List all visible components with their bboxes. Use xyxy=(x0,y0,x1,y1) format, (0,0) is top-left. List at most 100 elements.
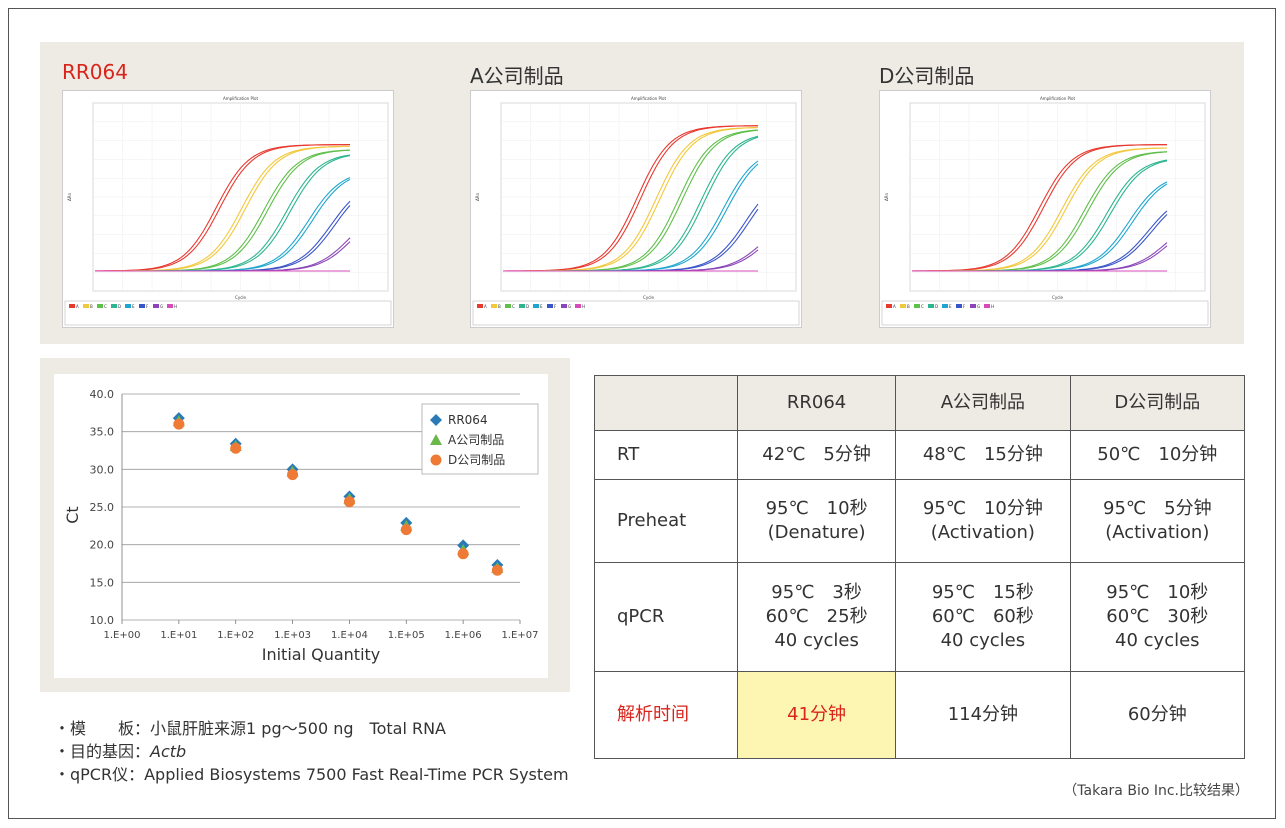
amp-legend-label: D xyxy=(935,304,938,309)
amp-legend-swatch xyxy=(153,304,159,308)
amp-svg-rr064: Amplification Plot Cycle ΔRn A B C D E F G H xyxy=(64,96,392,326)
figure-frame xyxy=(8,8,1276,819)
amp-legend-box xyxy=(472,300,800,326)
cell-line: 95℃ 15秒 xyxy=(931,582,1034,603)
cell-line: 60℃ 25秒 xyxy=(765,606,868,627)
y-tick-label: 15.0 xyxy=(90,576,115,589)
table-cell: 95℃ 10秒 (Denature) xyxy=(736,479,897,563)
x-tick-label: 1.E+00 xyxy=(104,630,141,641)
amp-legend-box xyxy=(64,300,392,326)
amp-legend-label: C xyxy=(921,304,924,309)
ct-legend-box xyxy=(421,403,539,475)
table-cell-highlight: 41分钟 xyxy=(736,671,897,759)
amp-legend-swatch xyxy=(547,304,553,308)
amp-ylabel: ΔRn xyxy=(67,193,72,202)
ct-point-circle xyxy=(287,469,299,481)
table-cell: 95℃ 10秒 60℃ 30秒 40 cycles xyxy=(1069,562,1246,672)
amp-legend-label: D xyxy=(526,304,529,309)
note-template: ・模 板：小鼠肝脏来源1 pg～500 ng Total RNA xyxy=(54,717,569,740)
amp-legend-swatch xyxy=(111,304,117,308)
amp-legend-label: H xyxy=(582,304,585,309)
amp-inner-title: Amplification Plot xyxy=(1040,96,1075,101)
ct-point-circle xyxy=(173,418,185,430)
amp-legend-swatch xyxy=(69,304,75,308)
cell-line: 48℃ 15分钟 xyxy=(922,444,1043,465)
row-label: qPCR xyxy=(594,562,738,672)
x-tick-label: 1.E+03 xyxy=(274,630,311,641)
note-value: 小鼠肝脏来源1 pg～500 ng Total RNA xyxy=(150,719,447,738)
amp-inner-title: Amplification Plot xyxy=(223,96,258,101)
amp-legend-swatch xyxy=(561,304,567,308)
note-label: ・目的基因： xyxy=(54,742,151,761)
cell-line: 60分钟 xyxy=(1127,704,1187,725)
cell-line: (Activation) xyxy=(930,522,1035,543)
note-label: ・模 板： xyxy=(54,719,151,738)
note-label: ・qPCR仪： xyxy=(54,765,145,784)
ct-legend-label: RR064 xyxy=(448,413,488,427)
ct-point-circle xyxy=(491,564,503,576)
amp-legend-swatch xyxy=(533,304,539,308)
table-cell: 95℃ 3秒 60℃ 25秒 40 cycles xyxy=(736,562,897,672)
header-a: A公司制品 xyxy=(895,375,1071,431)
x-tick-label: 1.E+02 xyxy=(217,630,254,641)
amp-xlabel: Cycle xyxy=(1052,295,1063,300)
ct-point-triangle xyxy=(430,434,442,445)
amp-ylabel: ΔRn xyxy=(884,193,889,202)
ct-svg: 10.0 15.0 20.0 25.0 30.0 35.0 40.0 1.E+00 1.E+01… xyxy=(63,388,539,664)
amp-legend-label: F xyxy=(146,304,149,309)
amp-legend-label: C xyxy=(104,304,107,309)
ct-legend-label: D公司制品 xyxy=(448,453,505,467)
amp-legend-label: E xyxy=(949,304,952,309)
amp-legend-label: B xyxy=(498,304,501,309)
amp-legend-swatch xyxy=(956,304,962,308)
ct-point-circle xyxy=(400,524,412,536)
amp-legend-swatch xyxy=(97,304,103,308)
amp-legend-label: G xyxy=(977,304,980,309)
cell-line: 40 cycles xyxy=(1115,630,1200,651)
experiment-notes: ・模 板：小鼠肝脏来源1 pg～500 ng Total RNA ・目的基因：A… xyxy=(54,717,569,786)
table-cell: 48℃ 15分钟 xyxy=(895,430,1071,480)
comparison-table: RR064 A公司制品 D公司制品 RT 42℃ 5分钟 48℃ 15分钟 50… xyxy=(594,375,1246,759)
ct-point-diamond xyxy=(430,414,442,426)
note-gene: ・目的基因：Actb xyxy=(54,740,569,763)
amp-legend-swatch xyxy=(942,304,948,308)
amp-xlabel: Cycle xyxy=(643,295,654,300)
ct-point-circle xyxy=(430,454,442,466)
amp-legend-label: F xyxy=(963,304,966,309)
header-rr064: RR064 xyxy=(736,375,897,431)
amp-legend-swatch xyxy=(519,304,525,308)
amp-legend-swatch xyxy=(984,304,990,308)
cell-line: 95℃ 10秒 xyxy=(1106,582,1209,603)
y-tick-label: 35.0 xyxy=(90,426,115,439)
amplification-plot-a: Amplification Plot Cycle ΔRn A B C D E F G H xyxy=(470,90,802,328)
amp-legend-swatch xyxy=(505,304,511,308)
ct-point-circle xyxy=(457,548,469,560)
amp-legend-label: C xyxy=(512,304,515,309)
amp-legend-swatch xyxy=(125,304,131,308)
amp-legend-label: A xyxy=(76,304,79,309)
cell-line: 60℃ 30秒 xyxy=(1106,606,1209,627)
amp-legend-swatch xyxy=(914,304,920,308)
amp-legend-label: A xyxy=(893,304,896,309)
cell-line: 95℃ 5分钟 xyxy=(1103,498,1212,519)
cell-line: (Activation) xyxy=(1105,522,1210,543)
cell-line: 50℃ 10分钟 xyxy=(1097,444,1218,465)
table-cell: 95℃ 15秒 60℃ 60秒 40 cycles xyxy=(895,562,1071,672)
x-tick-label: 1.E+07 xyxy=(502,630,539,641)
table-cell: 60分钟 xyxy=(1069,671,1246,759)
cell-line: 95℃ 3秒 xyxy=(771,582,862,603)
amp-xlabel: Cycle xyxy=(235,295,246,300)
panel-title-d: D公司制品 xyxy=(879,64,975,88)
panel-title-rr064: RR064 xyxy=(62,60,128,84)
note-value: Actb xyxy=(150,742,187,761)
y-tick-label: 25.0 xyxy=(90,501,115,514)
x-tick-label: 1.E+04 xyxy=(331,630,368,641)
x-tick-label: 1.E+06 xyxy=(445,630,482,641)
y-tick-label: 30.0 xyxy=(90,463,115,476)
amp-inner-title: Amplification Plot xyxy=(631,96,666,101)
amp-legend-swatch xyxy=(575,304,581,308)
cell-line: 60℃ 60秒 xyxy=(931,606,1034,627)
credit-text: （Takara Bio Inc.比较结果） xyxy=(1063,783,1249,799)
header-d: D公司制品 xyxy=(1069,375,1246,431)
table-cell: 50℃ 10分钟 xyxy=(1069,430,1246,480)
